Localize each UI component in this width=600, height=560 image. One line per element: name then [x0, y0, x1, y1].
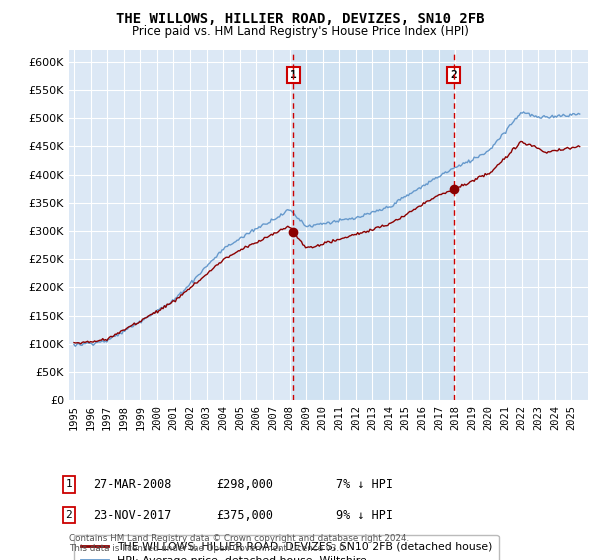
Text: 9% ↓ HPI: 9% ↓ HPI — [336, 508, 393, 522]
Text: 1: 1 — [65, 479, 73, 489]
Bar — [293, 50, 454, 400]
Legend: THE WILLOWS, HILLIER ROAD, DEVIZES, SN10 2FB (detached house), HPI: Average pric: THE WILLOWS, HILLIER ROAD, DEVIZES, SN10… — [74, 535, 499, 560]
Text: 23-NOV-2017: 23-NOV-2017 — [93, 508, 172, 522]
Text: 2: 2 — [65, 510, 73, 520]
Text: THE WILLOWS, HILLIER ROAD, DEVIZES, SN10 2FB: THE WILLOWS, HILLIER ROAD, DEVIZES, SN10… — [116, 12, 484, 26]
Text: 27-MAR-2008: 27-MAR-2008 — [93, 478, 172, 491]
Text: 7% ↓ HPI: 7% ↓ HPI — [336, 478, 393, 491]
Text: Price paid vs. HM Land Registry's House Price Index (HPI): Price paid vs. HM Land Registry's House … — [131, 25, 469, 38]
Text: 1: 1 — [290, 70, 296, 80]
Text: Contains HM Land Registry data © Crown copyright and database right 2024.
This d: Contains HM Land Registry data © Crown c… — [69, 534, 409, 553]
Text: £375,000: £375,000 — [216, 508, 273, 522]
Text: 2: 2 — [451, 70, 457, 80]
Text: £298,000: £298,000 — [216, 478, 273, 491]
